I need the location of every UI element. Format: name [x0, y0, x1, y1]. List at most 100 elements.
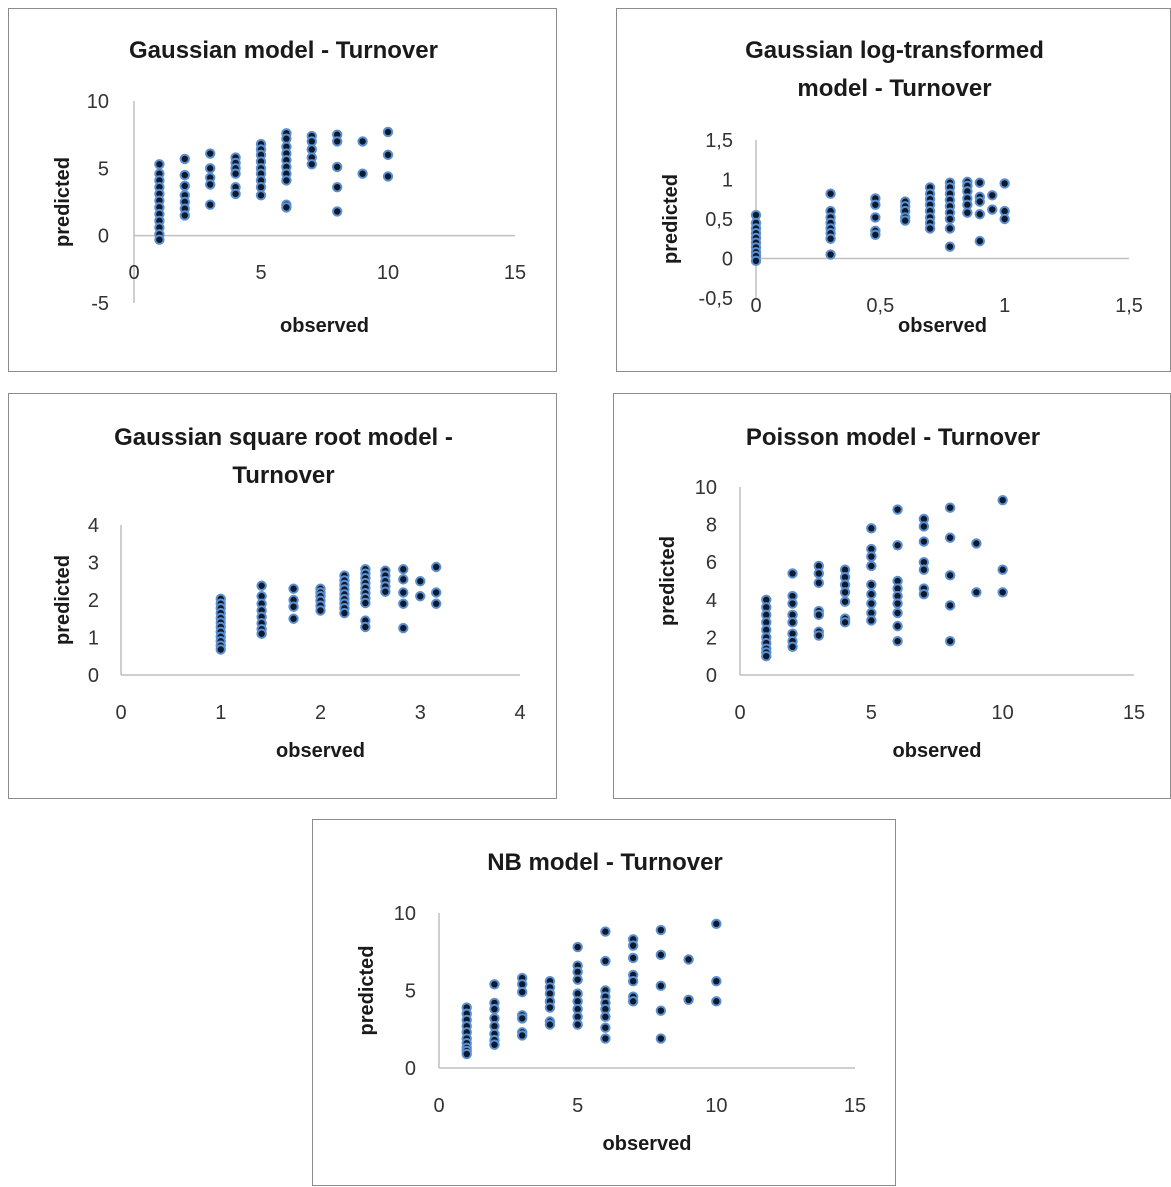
data-point — [288, 583, 299, 594]
data-point — [974, 235, 985, 247]
data-point — [315, 605, 326, 616]
y-axis-label: predicted — [356, 945, 378, 1035]
x-tick-label: 10 — [377, 262, 399, 284]
data-point — [600, 1033, 611, 1044]
y-tick-label: 0 — [98, 226, 109, 248]
data-point — [825, 188, 836, 199]
data-point — [987, 190, 998, 201]
data-point — [839, 587, 851, 598]
x-tick-label: 0,5 — [866, 295, 894, 317]
data-point — [398, 598, 409, 609]
data-point — [380, 586, 391, 597]
x-axis-label: observed — [603, 1133, 692, 1155]
x-tick-label: 0 — [734, 702, 745, 724]
data-point — [281, 202, 292, 213]
data-point — [839, 617, 851, 628]
y-axis-label: predicted — [52, 157, 74, 247]
data-point — [517, 986, 528, 998]
data-point — [787, 568, 798, 579]
data-point — [357, 168, 368, 179]
data-point — [866, 560, 877, 572]
data-point — [600, 1011, 611, 1023]
data-point — [332, 161, 343, 173]
data-point — [256, 580, 267, 591]
data-point — [918, 588, 930, 600]
x-tick-label: 5 — [255, 262, 266, 284]
data-point — [627, 952, 639, 964]
data-point — [892, 598, 903, 609]
data-point — [205, 199, 216, 210]
x-tick-label: 15 — [844, 1095, 866, 1117]
chart-title: Gaussian model - Turnover — [129, 37, 438, 64]
data-point — [750, 255, 762, 267]
x-tick-label: 1,5 — [1115, 295, 1143, 317]
x-tick-label: 15 — [504, 262, 526, 284]
data-point — [918, 536, 930, 547]
x-tick-label: 4 — [514, 702, 525, 724]
data-point — [572, 941, 583, 953]
y-tick-label: 1 — [722, 170, 733, 192]
data-point — [944, 532, 956, 543]
data-point — [813, 568, 825, 579]
data-point — [655, 949, 667, 961]
x-axis-label: observed — [893, 740, 982, 762]
data-point — [398, 587, 409, 598]
chart-title: model - Turnover — [797, 75, 991, 102]
data-point — [339, 607, 350, 619]
data-point — [288, 601, 299, 612]
data-point — [971, 587, 982, 598]
y-tick-label: 1,5 — [705, 130, 733, 152]
data-point — [918, 564, 930, 575]
data-point — [517, 1030, 528, 1041]
data-point — [892, 635, 903, 647]
y-tick-label: 0 — [405, 1058, 416, 1080]
data-point — [997, 587, 1008, 598]
y-tick-label: -5 — [91, 293, 109, 315]
data-point — [825, 249, 836, 260]
data-point — [974, 209, 985, 220]
data-point — [870, 212, 881, 223]
data-point — [398, 564, 409, 575]
x-tick-label: 5 — [866, 702, 877, 724]
data-point — [360, 621, 371, 633]
data-point — [572, 974, 583, 985]
data-point — [866, 598, 877, 609]
y-tick-label: 4 — [706, 590, 717, 612]
chart-title: Turnover — [232, 462, 334, 489]
y-tick-label: 2 — [706, 627, 717, 649]
data-point — [866, 551, 877, 562]
data-point — [839, 596, 851, 607]
chart-gaussian-sqrt: Gaussian square root model - Turnover 0 1 2 3… — [52, 424, 526, 762]
data-point — [205, 163, 216, 174]
y-tick-label: 0 — [88, 665, 99, 687]
chart-panel-poisson: Poisson model - Turnover 0 5 10 15 0 2 4 6 8 10 obs… — [613, 393, 1171, 799]
data-point — [332, 206, 343, 217]
data-point — [517, 1013, 528, 1024]
data-point — [683, 954, 694, 965]
y-tick-label: 4 — [88, 515, 99, 537]
y-axis-label: predicted — [660, 174, 682, 264]
chart-panel-gaussian-sqrt: Gaussian square root model - Turnover 0 1 2 3… — [8, 393, 557, 799]
x-axis-label: observed — [280, 315, 369, 337]
data-point — [962, 207, 973, 218]
data-point — [944, 635, 956, 647]
data-point — [870, 229, 881, 241]
data-point — [892, 620, 903, 632]
x-tick-label: 10 — [705, 1095, 727, 1117]
data-point — [944, 213, 956, 225]
chart-title: Gaussian log-transformed — [745, 37, 1044, 64]
x-axis-label: observed — [276, 740, 365, 762]
data-point — [870, 199, 881, 210]
data-point — [415, 576, 426, 587]
data-point — [489, 1003, 500, 1015]
x-tick-label: 0 — [433, 1095, 444, 1117]
data-point — [971, 538, 982, 549]
data-point — [398, 622, 409, 634]
data-point — [382, 126, 394, 138]
data-point — [944, 223, 956, 234]
data-point — [360, 597, 371, 609]
y-tick-label: 3 — [88, 553, 99, 575]
data-point — [431, 561, 442, 573]
data-point — [974, 177, 985, 188]
data-point — [544, 1002, 556, 1013]
